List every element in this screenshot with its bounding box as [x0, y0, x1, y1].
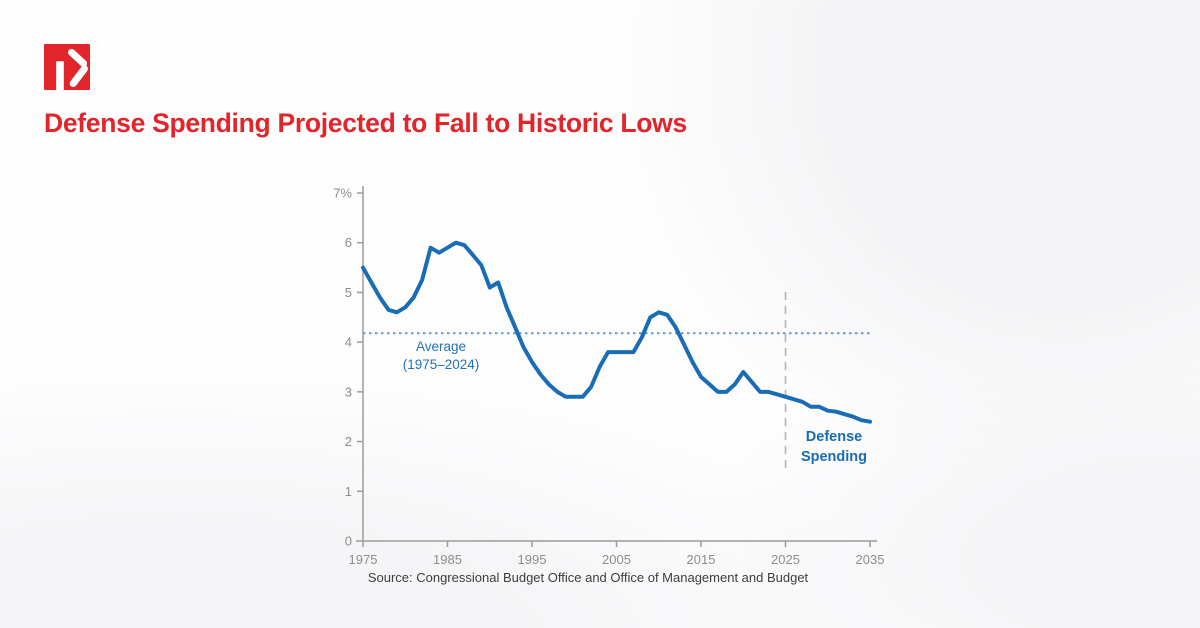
svg-text:1995: 1995 [518, 552, 547, 567]
svg-text:5: 5 [345, 285, 352, 300]
svg-text:1975: 1975 [349, 552, 378, 567]
flag-logo-icon [44, 44, 90, 90]
svg-text:0: 0 [345, 534, 352, 549]
svg-text:2025: 2025 [771, 552, 800, 567]
foundation-flag-logo [44, 44, 90, 90]
svg-text:4: 4 [345, 335, 352, 350]
svg-text:6: 6 [345, 235, 352, 250]
series-label-defense-spending: Defense Spending [800, 429, 868, 466]
svg-text:2035: 2035 [856, 552, 885, 567]
source-note: Source: Congressional Budget Office and … [367, 570, 809, 585]
svg-text:1: 1 [345, 484, 352, 499]
average-line-label: Average (1975–2024) [402, 339, 480, 372]
page-title: Defense Spending Projected to Fall to Hi… [44, 108, 687, 138]
svg-text:2005: 2005 [602, 552, 631, 567]
svg-text:2015: 2015 [687, 552, 716, 567]
svg-text:3: 3 [345, 384, 352, 399]
svg-text:2: 2 [345, 434, 352, 449]
svg-text:1985: 1985 [433, 552, 462, 567]
svg-text:7%: 7% [333, 186, 352, 201]
